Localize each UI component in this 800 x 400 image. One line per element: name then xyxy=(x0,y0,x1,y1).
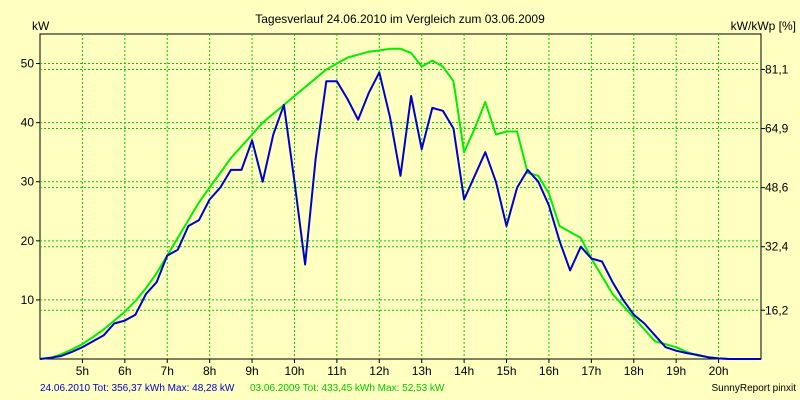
x-tick-label: 9h xyxy=(245,364,258,378)
x-tick-label: 7h xyxy=(161,364,174,378)
x-tick-label: 16h xyxy=(539,364,559,378)
x-tick-label: 13h xyxy=(412,364,432,378)
x-tick-label: 17h xyxy=(581,364,601,378)
series-line-03-06-2009 xyxy=(39,47,761,360)
y-right-tick-label: 32,4 xyxy=(765,240,789,254)
x-tick-label: 18h xyxy=(624,364,644,378)
y-right-tick-label: 48,6 xyxy=(765,181,789,195)
plot-area xyxy=(39,33,762,360)
y-right-tick-label: 81,1 xyxy=(765,62,789,76)
x-tick-label: 11h xyxy=(327,364,346,378)
y-axis-right-label: kW/kWp [%] xyxy=(731,19,796,33)
x-tick-label: 6h xyxy=(118,364,131,378)
y-tick-label: 10 xyxy=(21,293,35,307)
x-tick-label: 19h xyxy=(666,364,686,378)
x-axis: 5h 6h 7h 8h 9h 10h 11h 12h 13h 14h 15h 16h 17h 18h 19h… xyxy=(76,359,729,378)
y-axis-right: 16,2 32,4 48,6 64,9 81,1 xyxy=(761,62,789,317)
x-tick-label: 5h xyxy=(76,364,89,378)
x-tick-label: 10h xyxy=(284,364,304,378)
x-tick-label: 12h xyxy=(369,364,389,378)
chart: 10 20 30 40 50 16,2 32,4 48,6 64,9 81,1 5h 6h 7h 8h… xyxy=(21,12,796,378)
chart-title: Tagesverlauf 24.06.2010 im Vergleich zum… xyxy=(255,12,545,26)
y-right-tick-label: 16,2 xyxy=(765,303,789,317)
series-2009-summary: 03.06.2009 Tot: 433,45 kWh Max: 52,53 kW xyxy=(250,383,445,394)
x-tick-label: 20h xyxy=(709,364,729,378)
y-axis-left-label: kW xyxy=(32,19,50,33)
x-tick-label: 14h xyxy=(454,364,474,378)
y-tick-label: 40 xyxy=(21,116,35,130)
series-line-24-06-2010 xyxy=(39,71,761,360)
series-2010-summary: 24.06.2010 Tot: 356,37 kWh Max: 48,28 kW xyxy=(40,383,235,394)
y-tick-label: 30 xyxy=(21,175,35,189)
y-axis-left: 10 20 30 40 50 xyxy=(21,57,40,307)
series-lines xyxy=(39,47,761,360)
x-tick-label: 8h xyxy=(203,364,216,378)
x-tick-label: 15h xyxy=(497,364,517,378)
footer: 24.06.2010 Tot: 356,37 kWh Max: 48,28 kW… xyxy=(0,382,800,400)
grid-horizontal xyxy=(40,63,761,311)
y-tick-label: 20 xyxy=(21,234,35,248)
credit-text: SunnyReport pinxit xyxy=(711,383,797,394)
y-tick-label: 50 xyxy=(21,57,35,71)
y-right-tick-label: 64,9 xyxy=(765,122,789,136)
